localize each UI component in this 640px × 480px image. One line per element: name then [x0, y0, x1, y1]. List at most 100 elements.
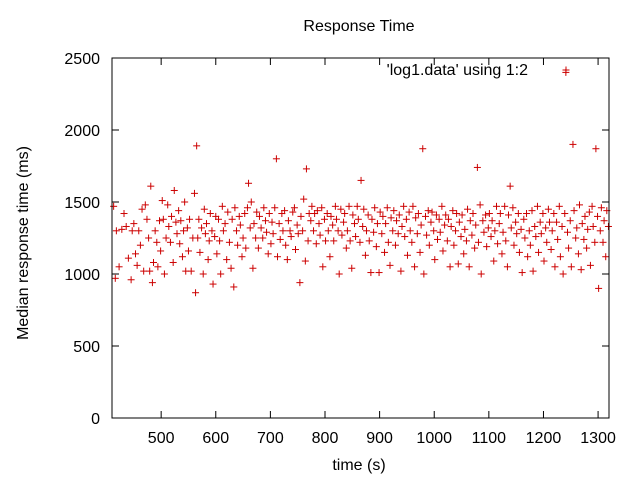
data-point: [495, 220, 503, 228]
data-point: [395, 211, 403, 219]
x-tick-label: 600: [202, 430, 229, 447]
data-point: [439, 247, 447, 255]
data-point: [563, 228, 571, 236]
data-point: [128, 227, 136, 235]
data-point: [602, 253, 610, 261]
data-point: [461, 225, 469, 233]
data-point: [124, 254, 132, 262]
data-points: [110, 68, 612, 297]
data-point: [397, 267, 405, 275]
data-point: [413, 230, 421, 238]
x-tick-label: 1000: [416, 430, 452, 447]
data-point: [412, 214, 420, 222]
data-point: [319, 263, 327, 271]
data-point: [452, 227, 460, 235]
data-point: [480, 228, 488, 236]
data-point: [421, 212, 429, 220]
data-point: [190, 189, 198, 197]
data-point: [341, 210, 349, 218]
data-point: [265, 210, 273, 218]
data-point: [551, 263, 559, 271]
data-point: [589, 222, 597, 230]
data-point: [403, 251, 411, 259]
data-point: [301, 257, 309, 265]
data-point: [284, 217, 292, 225]
data-point: [316, 231, 324, 239]
data-point: [192, 289, 200, 297]
data-point: [389, 227, 397, 235]
data-point: [536, 218, 544, 226]
data-point: [250, 220, 258, 228]
data-point: [346, 237, 354, 245]
data-point: [594, 212, 602, 220]
data-point: [337, 205, 345, 213]
data-point: [332, 215, 340, 223]
data-point: [555, 202, 563, 210]
data-point: [140, 267, 148, 275]
data-point: [591, 238, 599, 246]
data-point: [596, 227, 604, 235]
data-point: [472, 221, 480, 229]
data-point: [111, 274, 119, 282]
data-point: [329, 221, 337, 229]
data-point: [542, 224, 550, 232]
data-point: [417, 221, 425, 229]
data-point: [110, 202, 118, 210]
data-point: [239, 234, 247, 242]
data-point: [559, 270, 567, 278]
data-point: [548, 227, 556, 235]
data-point: [370, 228, 378, 236]
data-point: [252, 234, 260, 242]
data-point: [334, 227, 342, 235]
data-point: [308, 202, 316, 210]
data-point: [323, 210, 331, 218]
data-point: [499, 228, 507, 236]
data-point: [513, 230, 521, 238]
data-point: [287, 233, 295, 241]
data-point: [130, 220, 138, 228]
data-point: [218, 202, 226, 210]
data-point: [406, 227, 414, 235]
data-point: [441, 221, 449, 229]
y-tick-label: 500: [73, 339, 100, 356]
legend-marker-plus: [562, 66, 570, 74]
data-point: [360, 205, 368, 213]
data-point: [178, 253, 186, 261]
data-point: [485, 210, 493, 218]
data-point: [420, 270, 428, 278]
data-point: [157, 247, 165, 255]
data-point: [327, 212, 335, 220]
data-point: [202, 220, 210, 228]
data-point: [122, 222, 130, 230]
data-point: [444, 215, 452, 223]
data-point: [273, 253, 281, 261]
x-axis-label: time (s): [332, 457, 385, 474]
data-point: [136, 241, 144, 249]
data-point: [200, 205, 208, 213]
data-point: [177, 217, 185, 225]
data-point: [153, 238, 161, 246]
data-point: [294, 230, 302, 238]
data-point: [260, 204, 268, 212]
data-point: [411, 263, 419, 271]
data-point: [276, 235, 284, 243]
data-point: [373, 220, 381, 228]
data-point: [484, 224, 492, 232]
data-point: [246, 224, 254, 232]
data-point: [381, 248, 389, 256]
data-point: [183, 224, 191, 232]
data-point: [160, 270, 168, 278]
data-point: [151, 227, 159, 235]
data-point: [520, 215, 528, 223]
data-point: [540, 257, 548, 265]
data-point: [300, 195, 308, 203]
data-point: [264, 250, 272, 258]
x-tick-label: 800: [312, 430, 339, 447]
data-point: [304, 237, 312, 245]
data-point: [523, 210, 531, 218]
data-point: [322, 237, 330, 245]
data-point: [356, 238, 364, 246]
data-point: [234, 241, 242, 249]
data-point: [510, 241, 518, 249]
